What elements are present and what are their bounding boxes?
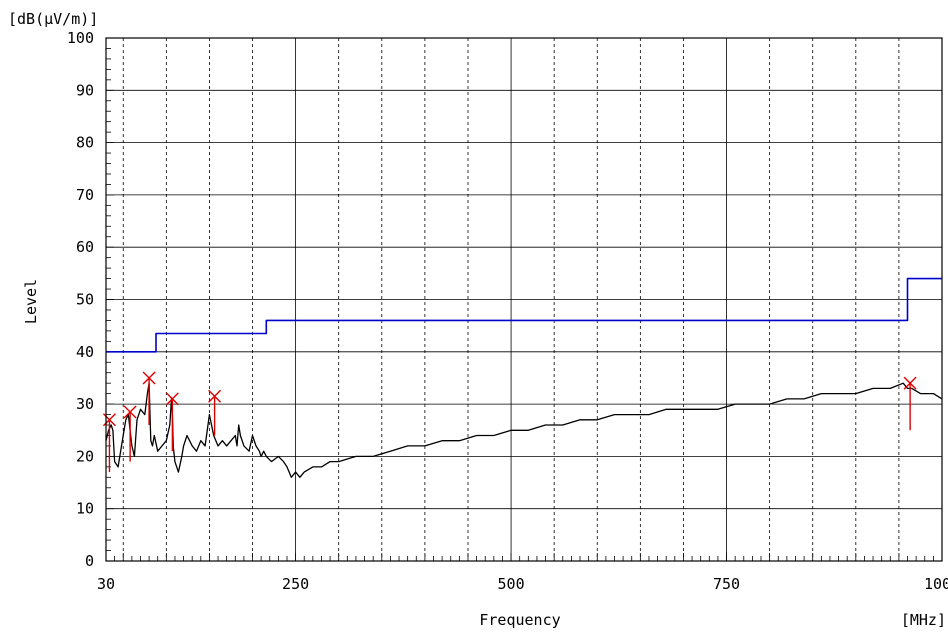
x-axis-label: Frequency [479, 611, 560, 629]
x-tick-label: 500 [498, 575, 525, 593]
y-tick-label: 100 [67, 29, 94, 47]
y-tick-label: 10 [76, 500, 94, 518]
grid-layer [106, 38, 942, 561]
y-tick-labels: 0 10 20 30 40 50 60 70 80 90 100 [67, 29, 94, 570]
peak-marker [208, 389, 222, 403]
peak-marker [142, 371, 156, 385]
plot-frame [105, 37, 943, 562]
y-tick-label: 80 [76, 134, 94, 152]
peak-marker [165, 392, 179, 406]
y-tick-label: 60 [76, 238, 94, 256]
y-tick-label: 70 [76, 186, 94, 204]
y-tick-label: 50 [76, 291, 94, 309]
y-tick-label: 20 [76, 447, 94, 465]
y-axis-label: Level [22, 279, 40, 324]
y-tick-label: 0 [85, 552, 94, 570]
trace-line [105, 382, 943, 478]
x-tick-label: 750 [713, 575, 740, 593]
series-layer [105, 277, 943, 478]
x-tick-label: 250 [282, 575, 309, 593]
peak-marker [903, 376, 917, 390]
peak-marker [123, 405, 137, 419]
peak-layer [102, 371, 917, 473]
limit-line [106, 277, 942, 353]
x-tick-labels: 30 250 500 750 1000 [97, 575, 948, 593]
y-unit-label: [dB(μV/m)] [8, 10, 98, 28]
x-unit-label: [MHz] [901, 611, 946, 629]
x-tick-label: 1000 [924, 575, 948, 593]
x-tick-label: 30 [97, 575, 115, 593]
y-tick-label: 40 [76, 343, 94, 361]
y-tick-label: 30 [76, 395, 94, 413]
y-tick-label: 90 [76, 81, 94, 99]
